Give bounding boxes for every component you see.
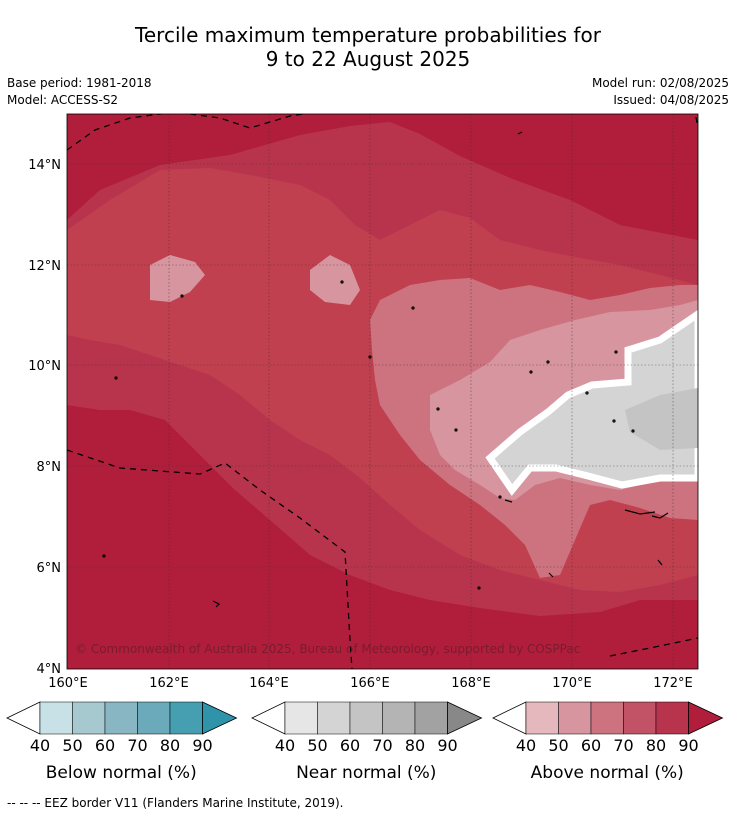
colorbar-tick-label: 90 [678, 736, 698, 755]
colorbar-tick-label: 40 [30, 736, 50, 755]
colorbar-tick-label: 60 [581, 736, 601, 755]
colorbar-tick-label: 40 [516, 736, 536, 755]
colorbar-high-extension [202, 701, 238, 735]
lon-axis: 160°E 162°E 164°E 166°E 168°E 170°E 172°… [48, 676, 693, 691]
colorbar-tick-label: 90 [192, 736, 212, 755]
colorbar-tick-label: 80 [160, 736, 180, 755]
colorbar-tick-label: 60 [340, 736, 360, 755]
map-gridlines [67, 114, 698, 669]
colorbar-segment [317, 701, 351, 735]
lon-tick: 162°E [149, 676, 189, 691]
lon-tick: 164°E [249, 676, 289, 691]
lat-axis: 14°N 12°N 10°N 8°N 6°N 4°N [28, 158, 61, 677]
colorbar-segment [525, 701, 559, 735]
colorbar-high-extension [447, 701, 483, 735]
lat-tick: 12°N [28, 259, 61, 274]
issued-label: Issued: 04/08/2025 [613, 93, 729, 107]
colorbar-tick-label: 80 [405, 736, 425, 755]
probability-field [67, 114, 698, 669]
colorbar-tick-label: 50 [307, 736, 327, 755]
colorbar-segment [655, 701, 689, 735]
lon-tick: 170°E [552, 676, 592, 691]
lat-tick: 8°N [37, 460, 62, 475]
colorbar-segment [104, 701, 138, 735]
model-run-label: Model run: 02/08/2025 [591, 76, 729, 90]
colorbar-segment [137, 701, 171, 735]
colorbar-tick-label: 40 [275, 736, 295, 755]
lon-tick: 160°E [48, 676, 88, 691]
colorbar-segment [414, 701, 448, 735]
map-frame [66, 113, 699, 670]
colorbar-tick-label: 90 [437, 736, 457, 755]
colorbar-tick-label: 80 [646, 736, 666, 755]
contour-near-normal-50 [625, 388, 698, 450]
colorbar-segment [39, 701, 73, 735]
colorbar-segment [349, 701, 383, 735]
contour-near-normal [485, 309, 698, 496]
lat-tick: 6°N [37, 561, 62, 576]
colorbar-segment [382, 701, 416, 735]
colorbar-tick-label: 70 [127, 736, 147, 755]
colorbar-tick-label: 50 [548, 736, 568, 755]
lon-tick: 166°E [350, 676, 390, 691]
base-period-label: Base period: 1981-2018 [7, 76, 152, 90]
colorbar-below: 40 50 60 70 80 90 Below normal (%) [6, 701, 238, 783]
colorbar-label: Below normal (%) [46, 763, 197, 783]
lat-tick: 10°N [28, 359, 61, 374]
colorbar-tick-label: 70 [372, 736, 392, 755]
colorbar-low-extension [492, 701, 527, 735]
contour-above-40-central [310, 255, 360, 305]
colorbar-segment [284, 701, 318, 735]
colorbar-segment [169, 701, 203, 735]
colorbar-label: Near normal (%) [296, 763, 436, 783]
eez-footnote: -- -- -- EEZ border V11 (Flanders Marine… [7, 796, 344, 810]
colorbar-above: 40 50 60 70 80 90 Above normal (%) [492, 701, 724, 783]
contour-above-40-west [150, 255, 205, 302]
lat-tick: 14°N [28, 158, 61, 173]
eez-borders [67, 114, 698, 669]
chart-title-line1: Tercile maximum temperature probabilitie… [135, 23, 601, 47]
colorbar-low-extension [251, 701, 286, 735]
colorbar-high-extension [688, 701, 724, 735]
colorbar-tick-label: 70 [613, 736, 633, 755]
colorbar-segment [623, 701, 657, 735]
colorbar-low-extension [6, 701, 41, 735]
lon-tick: 172°E [653, 676, 693, 691]
colorbars: 40 50 60 70 80 90 Below normal (%) 40 50 60 70 80 90… [6, 701, 724, 783]
islands [102, 131, 669, 608]
chart-title-line2: 9 to 22 August 2025 [265, 47, 471, 71]
colorbar-segment [558, 701, 592, 735]
colorbar-tick-label: 60 [95, 736, 115, 755]
map-credit: © Commonwealth of Australia 2025, Bureau… [75, 642, 580, 656]
lat-tick: 4°N [37, 662, 62, 677]
colorbar-tick-label: 50 [62, 736, 82, 755]
model-label: Model: ACCESS-S2 [7, 93, 119, 107]
colorbar-label: Above normal (%) [531, 763, 684, 783]
colorbar-segment [590, 701, 624, 735]
lon-tick: 168°E [451, 676, 491, 691]
colorbar-segment [72, 701, 106, 735]
